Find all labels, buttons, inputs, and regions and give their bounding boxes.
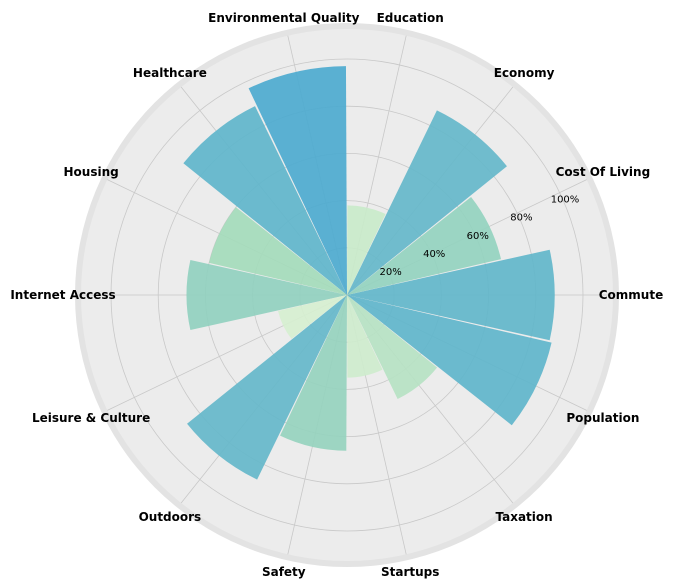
radial-tick-label: 80% xyxy=(510,213,532,224)
bar-internet-access xyxy=(186,259,347,331)
category-label: Internet Access xyxy=(10,288,115,302)
category-label: Taxation xyxy=(495,510,552,524)
bar-startups xyxy=(347,295,383,378)
bar-healthcare xyxy=(183,106,347,295)
bar-taxation xyxy=(347,295,438,399)
bar-leisure-culture xyxy=(278,295,347,339)
category-label: Cost Of Living xyxy=(556,165,651,179)
bar-commute xyxy=(347,249,555,341)
radial-tick-label: 60% xyxy=(467,231,489,242)
bar-group xyxy=(183,66,555,480)
category-label: Commute xyxy=(599,288,663,302)
category-label: Leisure & Culture xyxy=(32,411,150,425)
bar-education xyxy=(347,205,386,295)
category-label: Outdoors xyxy=(139,510,202,524)
category-label: Safety xyxy=(262,565,306,579)
bar-environmental-quality xyxy=(248,66,347,295)
radial-tick-label: 100% xyxy=(551,195,580,206)
bar-housing xyxy=(209,207,347,295)
category-label: Housing xyxy=(63,165,118,179)
bar-economy xyxy=(347,110,507,295)
bar-cost-of-living xyxy=(347,196,501,295)
category-label: Population xyxy=(566,411,639,425)
bar-population xyxy=(347,295,552,426)
category-label: Startups xyxy=(381,565,439,579)
category-label: Education xyxy=(377,11,444,25)
category-label: Economy xyxy=(494,66,555,80)
bar-safety xyxy=(280,295,347,451)
category-label: Environmental Quality xyxy=(208,11,359,25)
radial-tick-label: 20% xyxy=(379,267,401,278)
bar-outdoors xyxy=(187,295,347,480)
category-labels: Commute Cost Of Living Economy Education Env… xyxy=(10,11,663,579)
radial-tick-labels: 20% 40% 60% 80% 100% xyxy=(379,195,579,278)
category-label: Healthcare xyxy=(133,66,207,80)
radial-tick-label: 40% xyxy=(423,249,445,260)
